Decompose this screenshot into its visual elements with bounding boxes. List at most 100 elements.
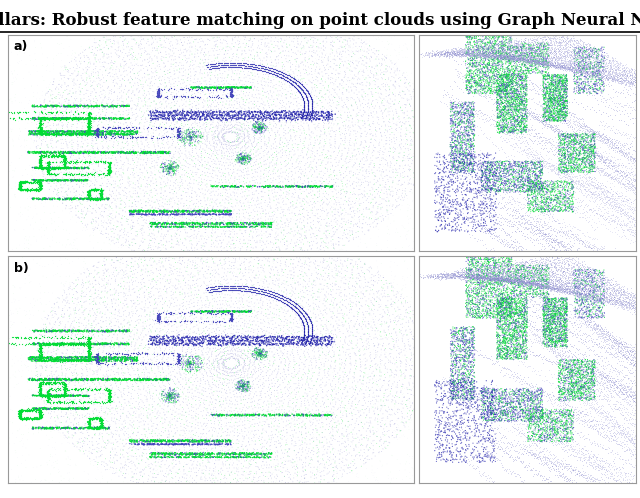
Point [489,244,499,252]
Point [96,357,106,365]
Point [257,97,268,105]
Point [593,153,604,161]
Point [568,435,579,443]
Point [532,204,542,212]
Point [140,149,150,157]
Point [334,241,344,249]
Point [488,416,499,424]
Point [173,354,183,362]
Point [150,204,161,212]
Point [35,159,45,167]
Point [56,114,67,122]
Point [490,251,500,259]
Point [467,375,477,383]
Point [524,58,534,66]
Point [592,292,602,300]
Point [422,272,432,280]
Point [49,164,60,172]
Point [513,266,523,274]
Point [95,66,105,74]
Point [374,167,385,175]
Point [456,433,466,441]
Point [538,120,548,128]
Point [81,115,91,123]
Point [312,123,322,131]
Point [124,111,134,119]
Point [544,97,554,105]
Point [103,234,113,242]
Point [530,289,540,297]
Point [52,340,62,348]
Point [175,272,185,280]
Point [465,267,475,275]
Point [630,226,640,234]
Point [331,240,341,248]
Point [64,147,74,155]
Point [276,332,287,340]
Point [540,61,550,69]
Point [461,272,471,280]
Point [215,310,225,318]
Point [586,205,596,213]
Point [504,257,514,265]
Point [477,14,487,22]
Point [439,164,449,172]
Point [180,166,190,174]
Point [67,148,77,156]
Point [205,273,216,281]
Point [30,357,40,365]
Point [514,314,524,322]
Point [588,243,598,251]
Point [227,107,237,115]
Point [163,214,173,222]
Point [639,304,640,312]
Point [234,286,244,294]
Point [558,340,568,348]
Point [76,206,86,214]
Point [610,156,620,164]
Point [490,74,500,82]
Point [154,449,164,457]
Point [218,94,228,102]
Point [38,404,49,412]
Point [207,58,217,66]
Point [572,157,582,165]
Point [214,481,225,489]
Point [614,406,624,414]
Point [538,338,548,346]
Point [495,274,505,282]
Point [70,115,80,123]
Point [313,77,323,85]
Point [291,411,301,419]
Point [84,113,94,121]
Point [467,73,477,81]
Point [260,115,270,123]
Point [497,390,508,398]
Point [146,267,156,275]
Point [500,107,510,115]
Point [356,190,367,198]
Point [518,84,529,92]
Point [515,400,525,408]
Point [228,372,238,380]
Point [155,314,165,322]
Point [251,295,261,303]
Point [214,317,224,325]
Point [36,388,46,396]
Point [626,75,636,83]
Point [271,292,282,300]
Point [85,357,95,365]
Point [454,50,465,58]
Point [581,376,591,384]
Point [541,113,551,121]
Point [550,273,561,281]
Point [553,78,563,86]
Point [543,427,553,435]
Point [584,128,595,136]
Point [165,164,175,172]
Point [83,334,93,342]
Point [538,415,548,423]
Point [516,320,527,328]
Point [111,102,121,110]
Point [319,367,329,374]
